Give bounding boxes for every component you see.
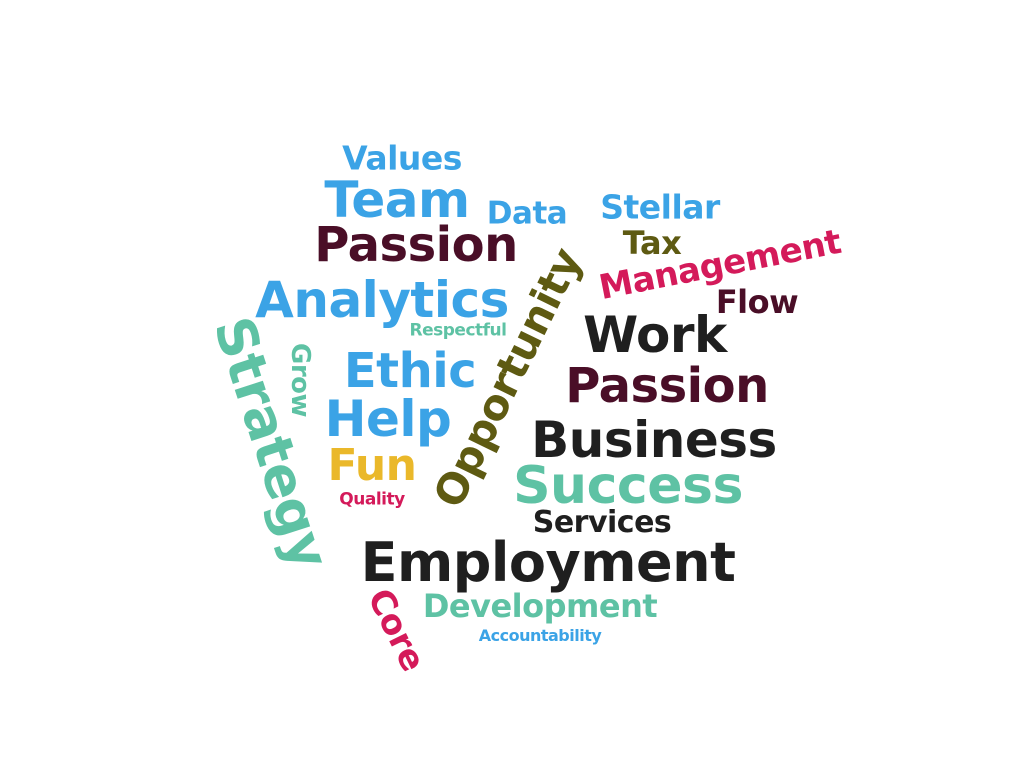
word-values: Values <box>342 138 462 178</box>
word-grow: Grow <box>285 342 315 418</box>
word-fun: Fun <box>327 440 417 491</box>
word-employment: Employment <box>360 531 736 594</box>
word-analytics: Analytics <box>255 271 509 329</box>
word-strategy: Strategy <box>201 309 342 577</box>
word-ethic: Ethic <box>343 343 477 399</box>
word-stellar: Stellar <box>600 187 720 227</box>
word-passion-top: Passion <box>314 217 518 273</box>
word-services: Services <box>532 505 672 540</box>
word-data: Data <box>486 195 568 232</box>
word-passion-middle: Passion <box>565 358 769 414</box>
word-respectful: Respectful <box>409 320 507 341</box>
word-team: Team <box>324 171 470 229</box>
word-tax: Tax <box>622 224 682 262</box>
word-flow: Flow <box>715 283 799 321</box>
word-development: Development <box>422 587 658 625</box>
word-quality: Quality <box>339 489 405 510</box>
word-help: Help <box>324 390 452 448</box>
word-accountability: Accountability <box>478 626 602 645</box>
word-core: Core <box>359 582 433 678</box>
word-success: Success <box>513 456 743 516</box>
word-work: Work <box>583 306 727 364</box>
word-business: Business <box>531 411 777 469</box>
